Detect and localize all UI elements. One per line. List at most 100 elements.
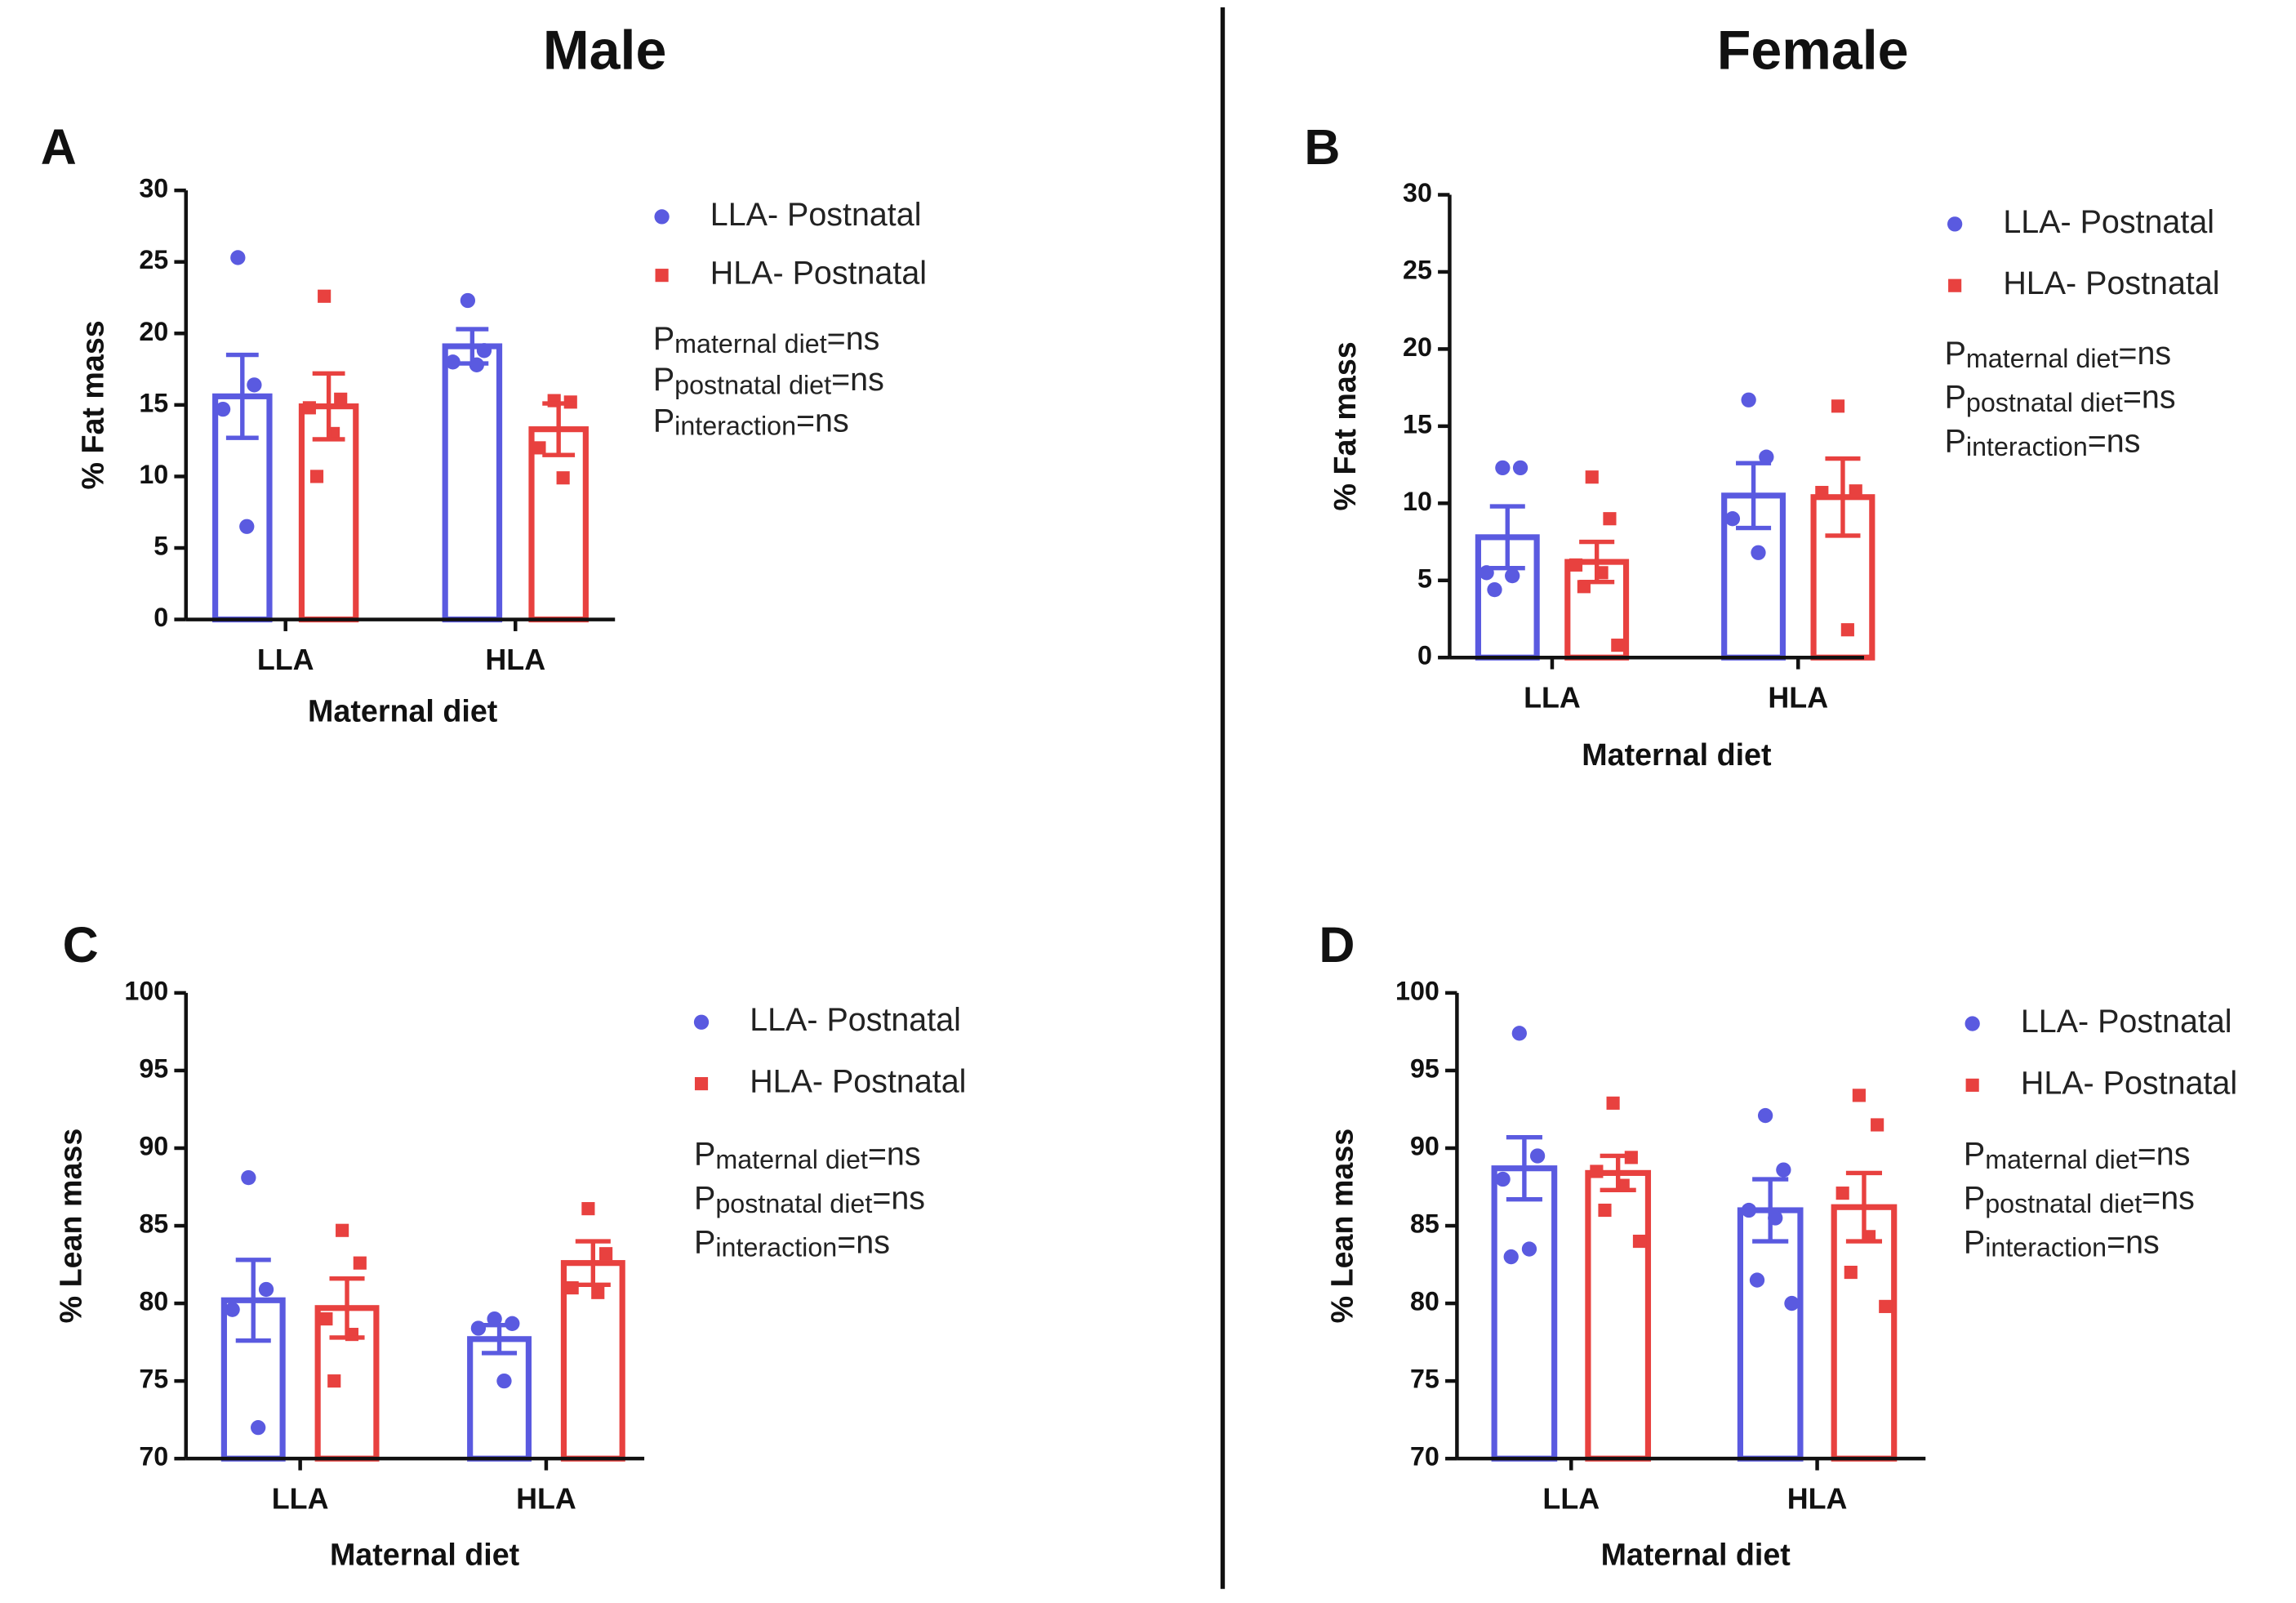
y-tick-label: 75: [139, 1365, 168, 1394]
data-point: [1784, 1295, 1800, 1311]
y-tick-label: 25: [1403, 255, 1432, 284]
y-tick-label: 70: [1410, 1442, 1439, 1472]
data-point: [258, 1281, 274, 1298]
data-point: [239, 519, 255, 534]
p-value: =ns: [831, 362, 884, 398]
data-point: [1590, 1164, 1604, 1178]
data-point: [1505, 568, 1520, 584]
y-tick-label: 90: [139, 1132, 168, 1161]
y-tick-label: 5: [154, 532, 168, 561]
bar: [528, 426, 589, 623]
y-tick-label: 80: [1410, 1287, 1439, 1316]
x-tick-label: HLA: [516, 1483, 576, 1516]
p-symbol: P: [694, 1137, 715, 1173]
y-tick-label: 70: [139, 1442, 168, 1472]
data-point: [565, 1281, 579, 1295]
error-bar: [1736, 461, 1772, 531]
data-point: [1503, 1249, 1519, 1265]
y-tick-label: 5: [1417, 563, 1432, 593]
bar: [1585, 1169, 1652, 1462]
p-value: =ns: [2138, 1137, 2191, 1173]
stat-annotation: Ppostnatal diet=ns: [1945, 380, 2176, 416]
error-bar: [575, 1239, 611, 1287]
bar: [442, 343, 503, 623]
panel-letter: D: [1319, 917, 1355, 973]
stat-annotation: Pmaternal diet=ns: [653, 321, 880, 358]
y-axis-title: % Lean mass: [54, 1129, 88, 1324]
legend-label: LLA- Postnatal: [750, 1002, 961, 1038]
bar: [1831, 1204, 1898, 1462]
data-point: [336, 1223, 349, 1237]
x-axis-title: Maternal diet: [1601, 1537, 1791, 1571]
data-point: [460, 292, 476, 309]
data-point: [251, 1420, 266, 1436]
error-bar: [1752, 1177, 1789, 1244]
error-bar: [1845, 1170, 1883, 1244]
y-tick-label: 20: [139, 317, 168, 346]
bar: [467, 1336, 532, 1462]
data-point: [581, 1202, 595, 1216]
data-point: [225, 1302, 240, 1317]
p-subscript: interaction: [674, 411, 796, 440]
p-subscript: maternal diet: [674, 329, 827, 358]
data-point: [1521, 1241, 1537, 1257]
p-symbol: P: [653, 362, 674, 398]
legend-marker: [654, 209, 670, 225]
bar: [298, 403, 359, 623]
y-tick-label: 95: [139, 1053, 168, 1083]
y-axis-title: % Lean mass: [1324, 1129, 1359, 1324]
error-bar: [1489, 504, 1525, 571]
panel-letter: B: [1304, 119, 1340, 175]
p-subscript: postnatal diet: [1966, 387, 2123, 416]
error-bar: [542, 401, 576, 457]
stat-annotation: Ppostnatal diet=ns: [694, 1181, 925, 1218]
data-point: [556, 471, 570, 485]
x-axis-title: Maternal diet: [330, 1537, 520, 1571]
y-tick-label: 20: [1403, 332, 1432, 362]
p-symbol: P: [694, 1181, 715, 1217]
panel-letter: C: [63, 917, 99, 973]
error-bar: [1579, 539, 1615, 585]
p-value: =ns: [868, 1137, 921, 1173]
legend-marker: [1947, 216, 1963, 232]
x-tick-label: HLA: [1787, 1483, 1848, 1516]
data-point: [1568, 558, 1583, 572]
data-point: [1879, 1299, 1893, 1313]
data-point: [1835, 1187, 1849, 1200]
stat-annotation: Pmaternal diet=ns: [694, 1137, 921, 1173]
legend-label: HLA- Postnatal: [750, 1064, 966, 1100]
p-subscript: postnatal diet: [674, 370, 831, 399]
data-point: [1844, 1265, 1858, 1280]
error-bar: [312, 371, 345, 442]
p-value: =ns: [2088, 424, 2141, 460]
p-subscript: interaction: [1966, 431, 2088, 461]
data-point: [1741, 1202, 1757, 1218]
y-tick-label: 30: [1403, 178, 1432, 207]
legend-marker: [693, 1014, 710, 1030]
p-subscript: postnatal diet: [1985, 1188, 2142, 1218]
data-point: [1632, 1234, 1647, 1249]
y-tick-label: 100: [124, 976, 168, 1005]
data-point: [1724, 511, 1741, 527]
y-tick-label: 80: [139, 1287, 168, 1316]
p-subscript: postnatal diet: [715, 1188, 872, 1218]
data-point: [1512, 460, 1528, 476]
data-point: [445, 354, 461, 370]
stat-annotation: Pmaternal diet=ns: [1945, 336, 2172, 372]
p-value: =ns: [2107, 1225, 2160, 1261]
error-bar: [329, 1276, 365, 1340]
data-point: [1852, 1089, 1866, 1102]
data-point: [591, 1285, 605, 1299]
stat-annotation: Pinteraction=ns: [694, 1225, 890, 1262]
p-symbol: P: [653, 321, 674, 357]
y-tick-label: 15: [1403, 409, 1432, 439]
y-tick-label: 85: [1410, 1209, 1439, 1239]
data-point: [496, 1373, 512, 1389]
bar: [1737, 1207, 1804, 1462]
y-tick-label: 85: [139, 1209, 168, 1239]
stat-annotation: Pmaternal diet=ns: [1964, 1137, 2191, 1173]
legend-label: LLA- Postnatal: [710, 197, 922, 233]
data-point: [1495, 460, 1511, 476]
p-subscript: maternal diet: [715, 1145, 868, 1174]
stat-annotation: Pinteraction=ns: [1964, 1225, 2160, 1262]
